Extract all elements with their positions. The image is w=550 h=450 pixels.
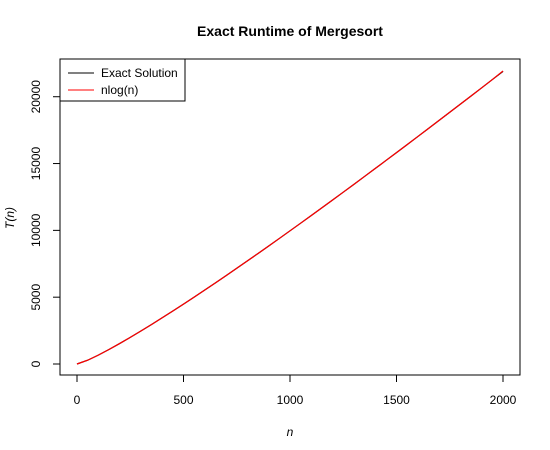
x-tick-label: 1000 — [277, 393, 304, 407]
x-tick-label: 500 — [173, 393, 193, 407]
y-tick-label: 5000 — [29, 284, 43, 311]
x-tick-label: 1500 — [383, 393, 410, 407]
legend: Exact Solution nlog(n) — [59, 58, 186, 102]
legend-label-exact-solution: Exact Solution — [101, 66, 178, 80]
series-line-nlogn — [76, 70, 504, 365]
y-tick-label: 20000 — [29, 80, 43, 114]
series-layer — [76, 70, 504, 365]
legend-box — [59, 58, 186, 102]
y-tick-label: 0 — [29, 360, 43, 367]
plot-frame — [59, 58, 521, 376]
x-tick-label: 0 — [74, 393, 81, 407]
chart-title: Exact Runtime of Mergesort — [197, 23, 383, 39]
legend-label-nlogn: nlog(n) — [101, 83, 138, 97]
y-axis: 0 5000 10000 15000 20000 — [29, 80, 61, 367]
y-tick-label: 15000 — [29, 147, 43, 181]
series-line-exact-solution — [76, 70, 504, 365]
y-tick-label: 10000 — [29, 213, 43, 247]
x-axis: 0 500 1000 1500 2000 — [74, 374, 517, 407]
y-axis-label: T(n) — [3, 207, 17, 229]
x-tick-label: 2000 — [490, 393, 517, 407]
x-axis-label: n — [287, 425, 294, 439]
